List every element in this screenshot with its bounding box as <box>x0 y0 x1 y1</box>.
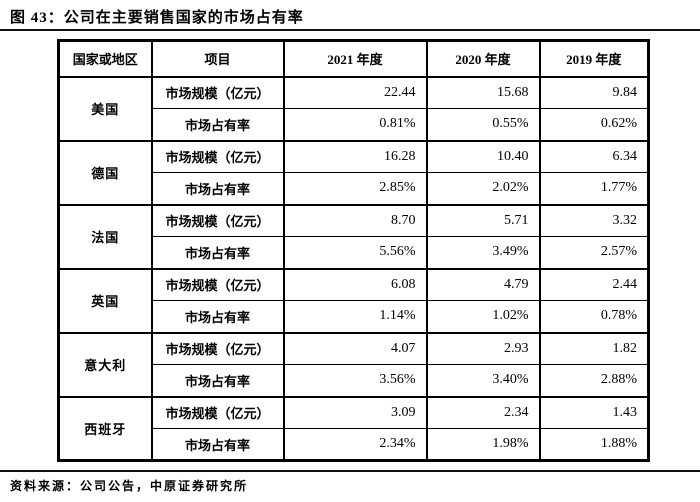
header-year-2020: 2020 年度 <box>425 40 541 78</box>
value-cell: 0.55% <box>425 108 541 141</box>
value-cell: 2.34 <box>425 395 541 429</box>
value-cell: 9.84 <box>538 75 650 109</box>
header-year-2021: 2021 年度 <box>282 40 428 78</box>
table-row: 市场占有率 5.56% 3.49% 2.57% <box>59 236 650 269</box>
value-cell: 4.79 <box>425 267 541 301</box>
value-cell: 1.02% <box>425 300 541 333</box>
market-share-table: 国家或地区 项目 2021 年度 2020 年度 2019 年度 美国 市场规模… <box>57 39 650 462</box>
value-cell: 3.49% <box>425 236 541 269</box>
value-cell: 1.82 <box>538 331 650 365</box>
item-cell: 市场规模（亿元） <box>150 75 285 109</box>
value-cell: 2.85% <box>282 172 428 205</box>
header-item: 项目 <box>150 40 285 78</box>
table-row: 西班牙 市场规模（亿元） 3.09 2.34 1.43 <box>57 395 650 461</box>
value-cell: 15.68 <box>425 75 541 109</box>
value-cell: 22.44 <box>282 75 428 109</box>
item-cell: 市场占有率 <box>150 364 285 397</box>
table-row: 市场占有率 3.56% 3.40% 2.88% <box>59 364 650 397</box>
value-cell: 1.88% <box>538 428 650 461</box>
header-country: 国家或地区 <box>57 40 153 78</box>
country-cell-germany: 德国 <box>57 139 153 205</box>
item-cell: 市场占有率 <box>150 108 285 141</box>
value-cell: 5.56% <box>282 236 428 269</box>
footer-divider <box>0 470 700 472</box>
item-cell: 市场占有率 <box>150 172 285 205</box>
country-cell-spain: 西班牙 <box>57 395 153 461</box>
item-cell: 市场规模（亿元） <box>150 331 285 365</box>
value-cell: 0.78% <box>538 300 650 333</box>
header-year-2019: 2019 年度 <box>538 40 650 78</box>
item-cell: 市场规模（亿元） <box>150 267 285 301</box>
value-cell: 6.08 <box>282 267 428 301</box>
item-cell: 市场占有率 <box>150 300 285 333</box>
value-cell: 0.81% <box>282 108 428 141</box>
value-cell: 2.57% <box>538 236 650 269</box>
country-cell-usa: 美国 <box>57 75 153 141</box>
value-cell: 2.88% <box>538 364 650 397</box>
value-cell: 1.14% <box>282 300 428 333</box>
value-cell: 3.40% <box>425 364 541 397</box>
value-cell: 3.32 <box>538 203 650 237</box>
value-cell: 0.62% <box>538 108 650 141</box>
table-row: 市场占有率 2.34% 1.98% 1.88% <box>59 428 650 461</box>
value-cell: 8.70 <box>282 203 428 237</box>
value-cell: 16.28 <box>282 139 428 173</box>
value-cell: 3.09 <box>282 395 428 429</box>
country-cell-uk: 英国 <box>57 267 153 333</box>
value-cell: 3.56% <box>282 364 428 397</box>
country-cell-france: 法国 <box>57 203 153 269</box>
item-cell: 市场规模（亿元） <box>150 203 285 237</box>
value-cell: 2.34% <box>282 428 428 461</box>
value-cell: 2.93 <box>425 331 541 365</box>
value-cell: 10.40 <box>425 139 541 173</box>
value-cell: 4.07 <box>282 331 428 365</box>
value-cell: 1.98% <box>425 428 541 461</box>
source-note: 资料来源：公司公告，中原证券研究所 <box>10 479 249 493</box>
table-row: 市场占有率 2.85% 2.02% 1.77% <box>59 172 650 205</box>
value-cell: 2.02% <box>425 172 541 205</box>
item-cell: 市场占有率 <box>150 236 285 269</box>
country-cell-italy: 意大利 <box>57 331 153 397</box>
figure-title: 图 43：公司在主要销售国家的市场占有率 <box>10 10 304 26</box>
table-row: 法国 市场规模（亿元） 8.70 5.71 3.32 <box>57 203 650 269</box>
item-cell: 市场占有率 <box>150 428 285 461</box>
table-row: 意大利 市场规模（亿元） 4.07 2.93 1.82 <box>57 331 650 397</box>
table-header-row: 国家或地区 项目 2021 年度 2020 年度 2019 年度 <box>57 40 650 78</box>
title-divider <box>0 29 700 31</box>
value-cell: 6.34 <box>538 139 650 173</box>
table-row: 市场占有率 1.14% 1.02% 0.78% <box>59 300 650 333</box>
table-row: 市场占有率 0.81% 0.55% 0.62% <box>59 108 650 141</box>
table-row: 美国 市场规模（亿元） 22.44 15.68 9.84 <box>57 75 650 141</box>
item-cell: 市场规模（亿元） <box>150 139 285 173</box>
table-row: 德国 市场规模（亿元） 16.28 10.40 6.34 <box>57 139 650 205</box>
table-row: 英国 市场规模（亿元） 6.08 4.79 2.44 <box>57 267 650 333</box>
value-cell: 5.71 <box>425 203 541 237</box>
item-cell: 市场规模（亿元） <box>150 395 285 429</box>
value-cell: 2.44 <box>538 267 650 301</box>
value-cell: 1.77% <box>538 172 650 205</box>
value-cell: 1.43 <box>538 395 650 429</box>
